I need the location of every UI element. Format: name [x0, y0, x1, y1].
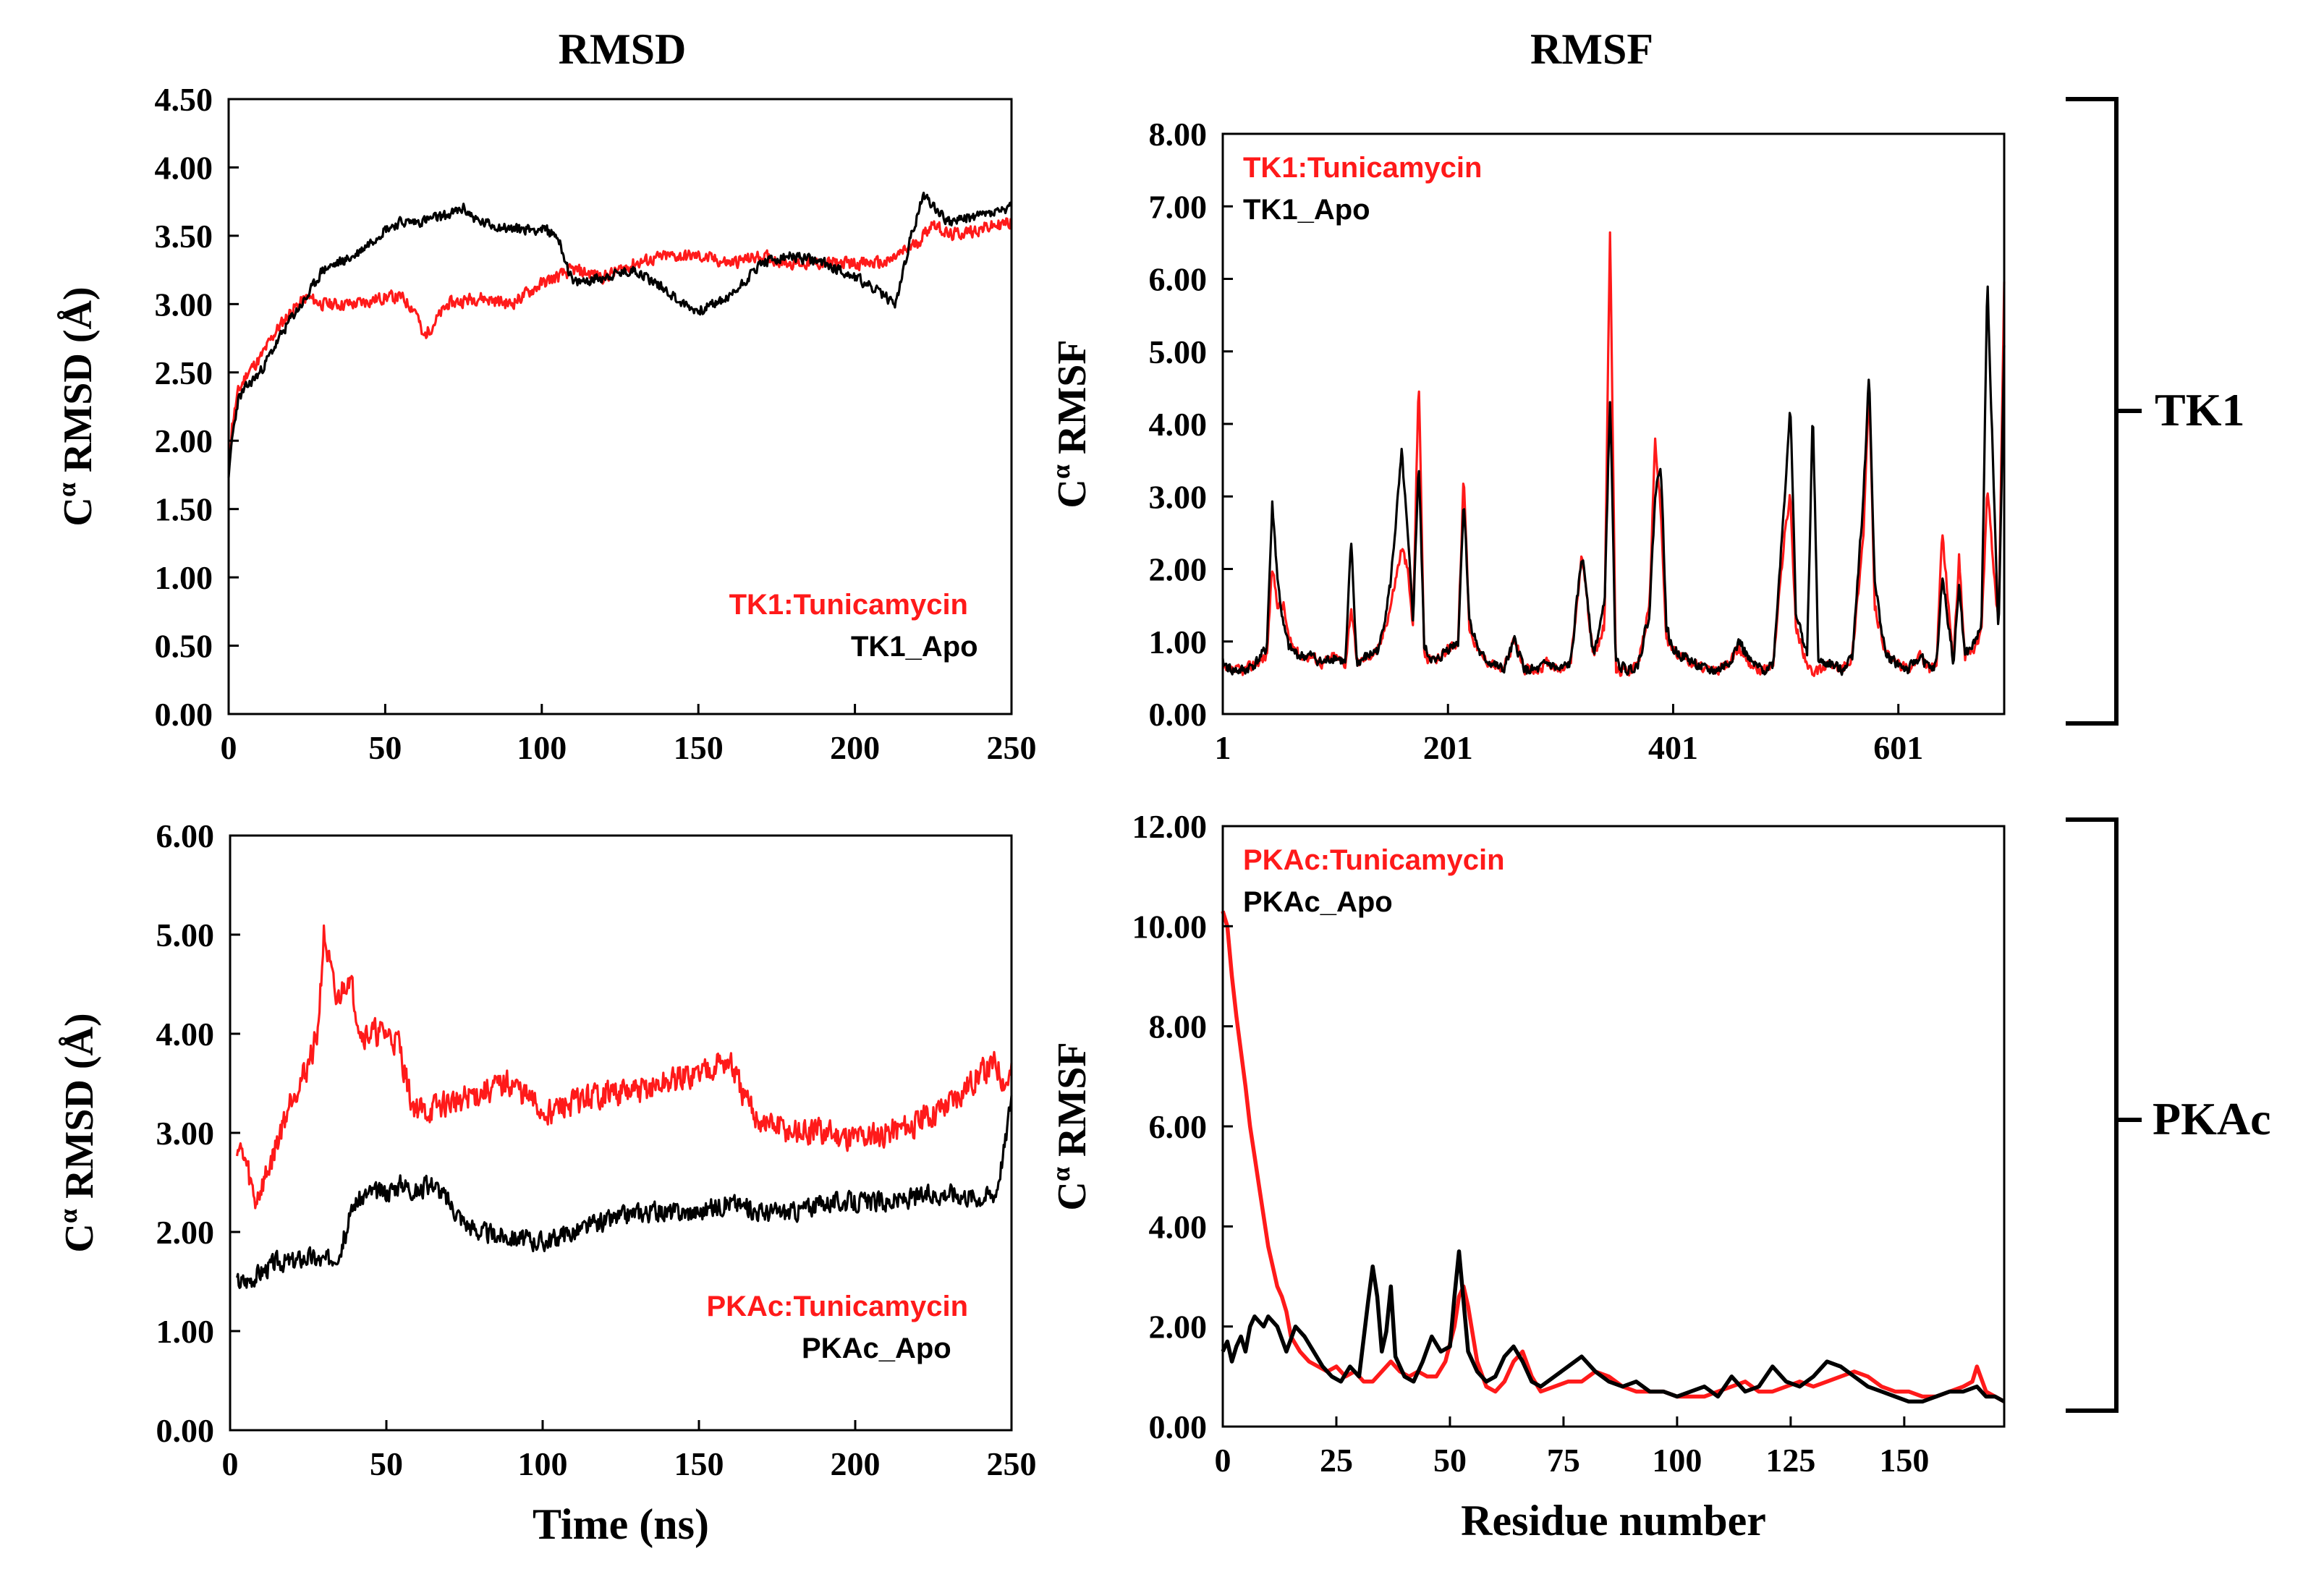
pkac-rmsf-ytick-label: 6.00: [1149, 1108, 1208, 1145]
pkac-rmsf-xtick-label: 75: [1547, 1442, 1580, 1479]
pkac-rmsf-chart: 0.00 2.00 4.00 6.00 8.00 10.00 12.00 0 25 50 75 100…: [1046, 808, 2006, 1544]
pkac-rmsd-xtick-label: 50: [370, 1445, 403, 1482]
tk1-rmsf-ytick-label: 4.00: [1149, 406, 1208, 443]
tk1-rmsf-ytick-label: 8.00: [1149, 116, 1208, 153]
tk1-rmsd-ytick-label: 4.00: [155, 149, 213, 186]
pkac-rmsf-xtick-label: 0: [1215, 1442, 1231, 1479]
pkac-rmsd-ytick-label: 0.00: [156, 1412, 215, 1449]
tk1-rmsd-plot-frame: [227, 98, 1013, 715]
tk1-rmsf-ytick-label: 0.00: [1149, 696, 1208, 733]
tk1-rmsd-xtick-label: 0: [221, 729, 237, 766]
pkac-rmsf-ytick-label: 8.00: [1149, 1008, 1208, 1045]
pkac-rmsf-ytick-label: 10.00: [1132, 908, 1208, 945]
pkac-rmsd-ytick-label: 3.00: [156, 1115, 215, 1152]
pkac-rmsd-ytick-label: 5.00: [156, 917, 215, 953]
pkac-rmsd-ylabel: Cα RMSD (Å): [54, 1013, 102, 1252]
pkac-rmsf-xtick-label: 150: [1879, 1442, 1929, 1479]
tk1-rmsd-xtick-label: 200: [830, 729, 880, 766]
tk1-rmsd-xtick-label: 150: [674, 729, 724, 766]
pkac-rmsd-chart: 0.00 1.00 2.00 3.00 4.00 5.00 6.00 0 50 100 150 200…: [54, 817, 1037, 1548]
tk1-rmsd-series-apo-line: [227, 191, 1013, 478]
pkac-rmsd-legend-apo: PKAc_Apo: [802, 1333, 951, 1364]
tk1-rmsf-legend-ligand: TK1:Tunicamycin: [1243, 152, 1482, 184]
pkac-rmsd-series-ligand-line: [236, 924, 1013, 1210]
pkac-rmsf-ytick-label: 0.00: [1149, 1408, 1208, 1445]
tk1-rmsf-ylabel: Cα RMSF: [1046, 339, 1095, 508]
pkac-rmsd-ytick-label: 1.00: [156, 1313, 215, 1350]
tk1-rmsf-xtick-label: 601: [1873, 729, 1923, 766]
tk1-rmsd-ytick-label: 4.50: [155, 81, 213, 118]
tk1-rmsf-ytick-label: 5.00: [1149, 333, 1208, 370]
bracket-pkac: [2066, 817, 2142, 1413]
pkac-rmsd-ytick-label: 4.00: [156, 1016, 215, 1053]
tk1-rmsf-xtick-label: 401: [1648, 729, 1698, 766]
tk1-rmsd-legend-apo: TK1_Apo: [851, 631, 978, 663]
bracket-tk1: [2066, 97, 2142, 726]
pkac-rmsf-xlabel: Residue number: [1461, 1497, 1766, 1544]
tk1-rmsd-ytick-label: 0.00: [155, 696, 213, 733]
tk1-rmsd-ytick-label: 0.50: [155, 628, 213, 665]
pkac-rmsd-xlabel: Time (ns): [533, 1500, 709, 1548]
tk1-rmsd-xtick-label: 50: [368, 729, 402, 766]
column-title-rmsf: RMSF: [1530, 25, 1653, 73]
pkac-rmsf-xtick-label: 100: [1652, 1442, 1702, 1479]
pkac-rmsd-xtick-label: 0: [222, 1445, 239, 1482]
pkac-rmsf-xtick-label: 25: [1320, 1442, 1353, 1479]
pkac-rmsf-ytick-label: 4.00: [1149, 1208, 1208, 1245]
pkac-rmsf-ytick-label: 12.00: [1132, 808, 1208, 845]
pkac-rmsd-xtick-label: 150: [674, 1445, 724, 1482]
charts-container: 0.00 0.50 1.00 1.50 2.00 2.50 3.00 3.50 4.00 4.50…: [52, 81, 2006, 1548]
pkac-rmsd-series-apo-line: [236, 1095, 1013, 1289]
tk1-rmsd-legend-ligand: TK1:Tunicamycin: [729, 589, 968, 621]
tk1-rmsf-xtick-label: 1: [1215, 729, 1231, 766]
pkac-rmsf-ytick-label: 2.00: [1149, 1309, 1208, 1346]
row-label-pkac: PKAc: [2153, 1093, 2271, 1144]
row-label-tk1: TK1: [2155, 384, 2244, 435]
pkac-rmsf-series-apo-line: [1221, 1249, 2006, 1404]
pkac-rmsd-ytick-label: 6.00: [156, 817, 215, 854]
pkac-rmsf-xtick-label: 50: [1433, 1442, 1467, 1479]
tk1-rmsd-xtick-label: 250: [987, 729, 1037, 766]
tk1-rmsd-ytick-label: 2.00: [155, 422, 213, 459]
pkac-rmsd-xtick-label: 100: [518, 1445, 568, 1482]
pkac-rmsd-xtick-label: 200: [831, 1445, 881, 1482]
tk1-rmsf-ytick-label: 3.00: [1149, 478, 1208, 515]
tk1-rmsf-legend-apo: TK1_Apo: [1243, 194, 1370, 226]
tk1-rmsf-chart: 0.00 1.00 2.00 3.00 4.00 5.00 6.00 7.00 8.00 1 201…: [1046, 116, 2006, 766]
tk1-rmsd-ytick-label: 1.00: [155, 559, 213, 596]
pkac-rmsd-legend-ligand: PKAc:Tunicamycin: [706, 1291, 968, 1322]
tk1-rmsf-series-apo-line: [1221, 285, 2006, 676]
pkac-rmsd-ytick-label: 2.00: [156, 1214, 215, 1251]
tk1-rmsf-ytick-label: 7.00: [1149, 188, 1208, 225]
tk1-rmsf-ytick-label: 6.00: [1149, 261, 1208, 298]
tk1-rmsd-chart: 0.00 0.50 1.00 1.50 2.00 2.50 3.00 3.50 4.00 4.50…: [52, 81, 1037, 766]
pkac-rmsf-series-ligand-line: [1221, 910, 2006, 1403]
pkac-rmsf-legend-apo: PKAc_Apo: [1243, 886, 1393, 918]
tk1-rmsf-xtick-label: 201: [1423, 729, 1473, 766]
tk1-rmsf-ytick-label: 2.00: [1149, 551, 1208, 588]
tk1-rmsd-series-ligand-line: [227, 217, 1013, 471]
pkac-rmsf-ylabel: Cα RMSF: [1046, 1042, 1095, 1210]
pkac-rmsd-xtick-label: 250: [987, 1445, 1037, 1482]
pkac-rmsf-xtick-label: 125: [1765, 1442, 1815, 1479]
tk1-rmsd-xtick-label: 100: [517, 729, 567, 766]
tk1-rmsd-ytick-label: 2.50: [155, 354, 213, 391]
pkac-rmsf-legend-ligand: PKAc:Tunicamycin: [1243, 844, 1505, 876]
tk1-rmsd-ytick-label: 3.00: [155, 286, 213, 323]
tk1-rmsd-ylabel: Cα RMSD (Å): [52, 286, 101, 526]
tk1-rmsd-ytick-label: 1.50: [155, 491, 213, 528]
column-title-rmsd: RMSD: [559, 25, 687, 73]
tk1-rmsd-ytick-label: 3.50: [155, 218, 213, 255]
tk1-rmsf-ytick-label: 1.00: [1149, 624, 1208, 660]
